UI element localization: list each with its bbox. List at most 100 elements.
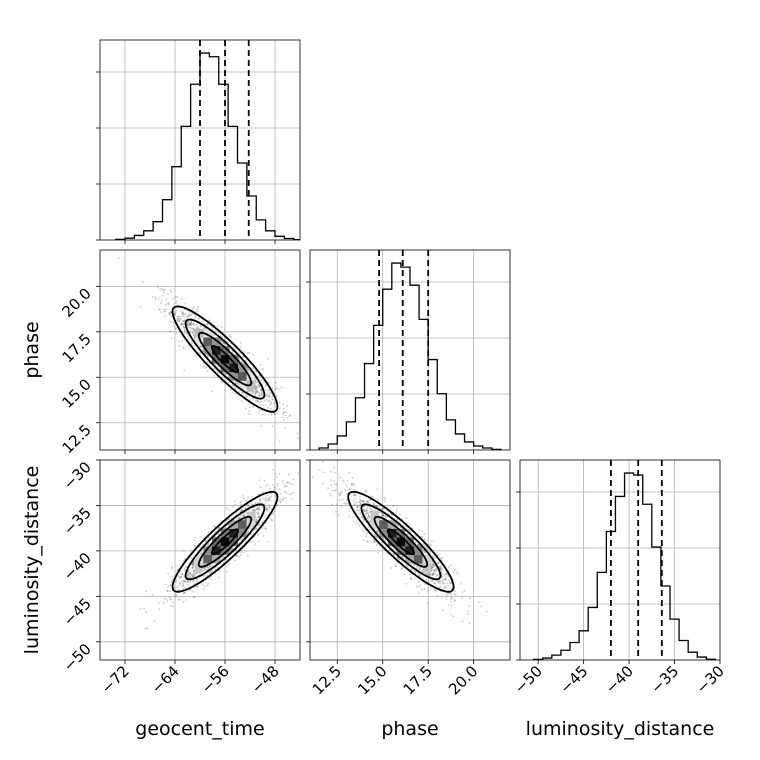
sample-point <box>368 516 371 519</box>
density-cell <box>238 380 247 390</box>
sample-point <box>199 364 202 367</box>
sample-point <box>202 575 205 577</box>
sample-point <box>158 308 161 311</box>
sample-point <box>240 503 243 506</box>
sample-point <box>184 569 187 572</box>
sample-point <box>337 492 340 495</box>
sample-point <box>363 501 365 503</box>
sample-point <box>196 326 199 329</box>
sample-point <box>433 556 436 559</box>
y-tick-label: −45 <box>60 594 95 629</box>
panel-border <box>99 249 301 451</box>
sample-point <box>426 573 429 576</box>
sample-point <box>226 507 229 510</box>
sample-point <box>192 322 195 325</box>
density-cell <box>229 354 238 364</box>
sample-point <box>244 507 246 509</box>
sample-point <box>269 403 271 406</box>
sample-point <box>373 533 376 536</box>
sample-point <box>178 598 181 601</box>
sample-point <box>433 564 436 567</box>
sample-point <box>175 578 178 581</box>
sample-point <box>421 536 423 538</box>
sample-point <box>367 501 370 504</box>
sample-point <box>182 588 185 590</box>
sample-point <box>247 529 250 532</box>
sample-point <box>376 543 379 545</box>
sample-point <box>240 500 243 503</box>
sample-point <box>417 585 419 588</box>
sample-point <box>268 394 271 397</box>
sample-point <box>256 400 259 403</box>
sample-point <box>188 576 191 579</box>
sample-point <box>278 500 280 502</box>
sample-point <box>210 575 213 578</box>
sample-point <box>205 539 208 542</box>
sample-point <box>196 580 198 583</box>
sample-point <box>441 559 443 562</box>
sample-point <box>186 323 189 326</box>
sample-point <box>166 590 169 592</box>
sample-point <box>230 336 232 338</box>
sample-point <box>216 566 219 569</box>
sample-point <box>207 582 210 585</box>
sample-point <box>255 502 258 504</box>
contours <box>171 305 279 413</box>
sample-point <box>247 504 250 506</box>
sample-point <box>397 525 399 528</box>
sample-point <box>256 512 259 515</box>
sample-point <box>382 514 385 517</box>
density-cell <box>229 528 238 538</box>
scatter-panel-geocent_time-luminosity_distance: −72 −64 −56 −48−50−45−40−35−30 <box>60 458 301 697</box>
sample-point <box>368 511 371 513</box>
sample-point <box>245 500 248 502</box>
sample-point <box>259 395 261 397</box>
sample-point <box>377 551 379 554</box>
sample-point <box>432 573 434 575</box>
sample-point <box>446 582 449 584</box>
sample-point <box>449 592 451 595</box>
sample-point <box>363 505 365 508</box>
sample-point <box>271 425 274 427</box>
sample-point <box>449 587 451 590</box>
sample-point <box>368 528 371 531</box>
sample-point <box>187 573 189 576</box>
sample-point <box>288 493 291 496</box>
sample-point <box>242 393 245 396</box>
sample-point <box>255 511 258 514</box>
sample-point <box>183 592 186 595</box>
sample-point <box>436 574 439 577</box>
sample-point <box>181 573 183 576</box>
density-cell <box>405 537 414 547</box>
sample-point <box>439 580 442 583</box>
sample-point <box>220 335 223 338</box>
sample-point <box>421 569 423 572</box>
sample-point <box>418 567 421 570</box>
sample-point <box>439 582 442 585</box>
sample-point <box>372 502 375 504</box>
sample-point <box>192 562 195 565</box>
sample-point <box>191 566 194 569</box>
sample-point <box>266 498 269 501</box>
sample-point <box>365 512 367 515</box>
sample-point <box>418 544 420 546</box>
sample-point <box>436 594 439 597</box>
sample-point <box>194 574 197 577</box>
sample-point <box>439 567 442 570</box>
sample-point <box>194 536 197 539</box>
sample-point <box>432 566 435 569</box>
sample-point <box>266 508 268 511</box>
sample-point <box>178 599 180 601</box>
density-cell <box>413 546 423 555</box>
sample-point <box>288 473 290 476</box>
sample-point <box>192 573 195 575</box>
sample-point <box>180 323 183 326</box>
sample-point <box>366 511 368 514</box>
sample-point <box>358 495 361 498</box>
sample-point <box>181 573 184 576</box>
sample-point <box>201 583 204 586</box>
density-cell <box>238 372 247 381</box>
sample-point <box>184 599 187 601</box>
sample-point <box>214 535 217 538</box>
sample-point <box>267 395 269 398</box>
